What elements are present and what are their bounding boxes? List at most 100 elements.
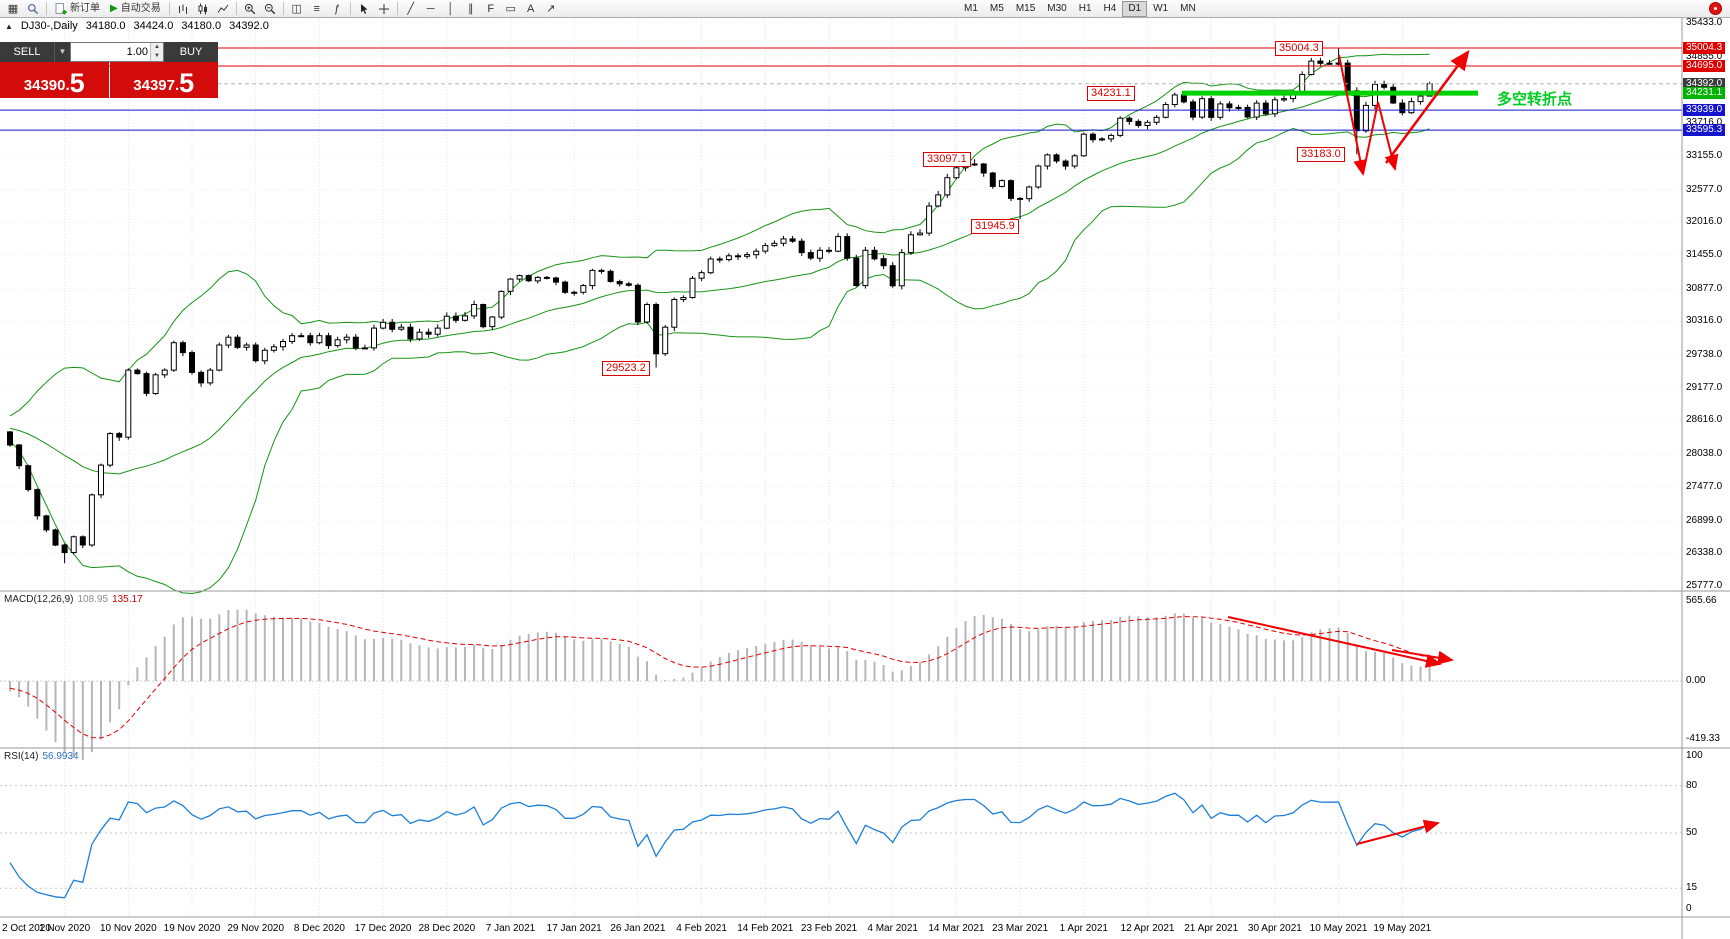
horizontal-line-icon[interactable]: ─ (426, 2, 435, 15)
rsi-scale-tick[interactable]: 0 (1686, 903, 1692, 914)
rsi-plot (0, 785, 1682, 899)
price-scale-tick[interactable]: 29177.0 (1686, 381, 1723, 393)
time-axis-label[interactable]: 14 Mar 2021 (928, 923, 985, 934)
price-scale-tick[interactable]: 28038.0 (1686, 448, 1723, 460)
bar-chart-icon[interactable] (173, 0, 193, 18)
time-axis-label[interactable]: 10 Nov 2020 (99, 923, 157, 934)
zoom-out-icon[interactable] (260, 0, 280, 18)
timeframe-mn[interactable]: MN (1180, 3, 1196, 14)
market-watch-icon[interactable] (23, 0, 43, 18)
timeframe-d1[interactable]: D1 (1122, 1, 1148, 17)
timeframe-m30[interactable]: M30 (1047, 3, 1067, 14)
price-scale-tick[interactable]: 26338.0 (1686, 547, 1723, 559)
price-scale-tick[interactable]: 33716.0 (1686, 117, 1723, 129)
shapes-icon[interactable]: ▭ (505, 2, 516, 15)
price-scale-marker: 34392.0 (1683, 77, 1726, 90)
line-chart-icon[interactable] (213, 0, 233, 18)
trendline-icon[interactable]: ╱ (407, 2, 415, 15)
volume-down-icon[interactable]: ▼ (151, 52, 163, 61)
collapse-panel-icon[interactable]: ▲ (5, 21, 13, 31)
price-scale-tick[interactable]: 27477.0 (1686, 480, 1723, 492)
time-axis-label[interactable]: 19 May 2021 (1373, 923, 1432, 934)
volume-dropdown-icon[interactable]: ▼ (54, 42, 70, 62)
arrow-tool-icon[interactable]: ↗ (546, 2, 556, 15)
time-axis-label[interactable]: 19 Nov 2020 (163, 923, 221, 934)
timeframe-w1[interactable]: W1 (1153, 3, 1169, 14)
time-axis-label[interactable]: 23 Mar 2021 (992, 923, 1049, 934)
price-scale-tick[interactable]: 33155.0 (1686, 149, 1723, 161)
time-axis-label[interactable]: 4 Feb 2021 (676, 923, 727, 934)
price-scale-tick[interactable]: 34855.0 (1686, 50, 1723, 62)
toolbar-separator (282, 2, 284, 15)
timeframe-group: M1 M5 M15 M30 H1 H4 D1 W1 MN (958, 1, 1202, 17)
tile-windows-icon[interactable]: ◫ (291, 2, 302, 15)
ohlc-open: 34180.0 (85, 20, 126, 32)
price-scale-tick[interactable]: 32577.0 (1686, 183, 1723, 195)
rsi-scale-tick[interactable]: 100 (1686, 750, 1703, 761)
sell-price-button[interactable]: 34390. 5 (0, 62, 109, 98)
rsi-scale-tick[interactable]: 15 (1686, 882, 1698, 894)
macd-scale-tick[interactable]: 565.66 (1686, 595, 1717, 606)
time-axis-label[interactable]: 30 Apr 2021 (1247, 923, 1302, 934)
time-axis-label[interactable]: 4 Mar 2021 (867, 923, 918, 934)
timeframe-h4[interactable]: H4 (1103, 3, 1117, 14)
price-scale-tick[interactable]: 30877.0 (1686, 282, 1723, 294)
time-axis-label[interactable]: 17 Jan 2021 (546, 923, 602, 934)
autotrading-button[interactable]: ▶ 自动交易 (105, 0, 166, 18)
time-axis-label[interactable]: 26 Jan 2021 (610, 923, 666, 934)
time-axis-label[interactable]: 8 Dec 2020 (293, 923, 345, 934)
timeframe-m1[interactable]: M1 (964, 3, 978, 14)
chart-window-icon[interactable]: ▦ (7, 2, 19, 15)
time-axis-label[interactable]: 28 Dec 2020 (418, 923, 476, 934)
auto-scroll-icon[interactable]: ≡ (313, 2, 320, 15)
crosshair-icon[interactable] (374, 0, 394, 18)
rsi-scale-tick[interactable]: 80 (1686, 779, 1698, 791)
price-scale-tick[interactable]: 35433.0 (1686, 17, 1723, 28)
macd-scale-tick[interactable]: 0.00 (1686, 675, 1706, 687)
timeframe-m15[interactable]: M15 (1015, 3, 1036, 14)
time-axis-label[interactable]: 1 Nov 2020 (39, 923, 91, 934)
time-axis-label[interactable]: 21 Apr 2021 (1184, 923, 1239, 934)
time-axis-label[interactable]: 23 Feb 2021 (800, 923, 858, 934)
time-axis-label[interactable]: 10 May 2021 (1309, 923, 1368, 934)
time-axis-label[interactable]: 14 Feb 2021 (737, 923, 794, 934)
fibonacci-icon[interactable]: F (487, 2, 495, 15)
candlestick-chart-icon[interactable] (193, 0, 213, 18)
buy-price-button[interactable]: 34397. 5 (109, 62, 218, 98)
channel-icon[interactable]: ∥ (467, 2, 474, 15)
text-tool-icon[interactable]: A (527, 2, 535, 15)
time-axis-label[interactable]: 1 Apr 2021 (1059, 923, 1108, 934)
price-scale-tick[interactable]: 28616.0 (1686, 414, 1723, 426)
time-axis-label[interactable]: 7 Jan 2021 (485, 923, 536, 934)
new-order-button[interactable]: 新订单 (50, 0, 105, 18)
time-axis-label[interactable]: 17 Dec 2020 (354, 923, 412, 934)
time-axis-label[interactable]: 12 Apr 2021 (1120, 923, 1175, 934)
cursor-icon[interactable] (354, 0, 374, 18)
volume-input[interactable] (71, 46, 150, 58)
price-scale-tick[interactable]: 31455.0 (1686, 248, 1723, 260)
price-scale-tick[interactable]: 29738.0 (1686, 349, 1723, 361)
toolbar-separator (235, 2, 237, 15)
price-scale-tick[interactable]: 30316.0 (1686, 315, 1723, 327)
price-scale-tick[interactable]: 25777.0 (1686, 580, 1723, 591)
time-axis-label[interactable]: 2 Oct 2020 (2, 923, 51, 934)
price-scale-tick[interactable]: 26899.0 (1686, 514, 1723, 526)
autotrading-label: 自动交易 (120, 2, 161, 14)
price-scale-marker: 34231.1 (1683, 87, 1726, 100)
volume-stepper: ▲ ▼ (150, 43, 163, 61)
sell-button[interactable]: SELL (13, 46, 41, 58)
macd-scale-tick[interactable]: -419.33 (1686, 733, 1720, 744)
candles (7, 48, 1433, 564)
time-axis-label[interactable]: 29 Nov 2020 (227, 923, 285, 934)
rsi-scale-tick[interactable]: 50 (1686, 827, 1698, 838)
record-indicator-icon[interactable] (1709, 2, 1722, 15)
vertical-line-icon[interactable]: │ (447, 2, 455, 15)
indicators-icon[interactable]: ƒ (333, 2, 340, 15)
timeframe-h1[interactable]: H1 (1078, 3, 1092, 14)
timeframe-m5[interactable]: M5 (989, 3, 1004, 14)
buy-button[interactable]: BUY (179, 46, 203, 58)
price-scale-tick[interactable]: 32016.0 (1686, 216, 1723, 228)
volume-up-icon[interactable]: ▲ (151, 43, 163, 52)
zoom-in-icon[interactable] (240, 0, 260, 18)
